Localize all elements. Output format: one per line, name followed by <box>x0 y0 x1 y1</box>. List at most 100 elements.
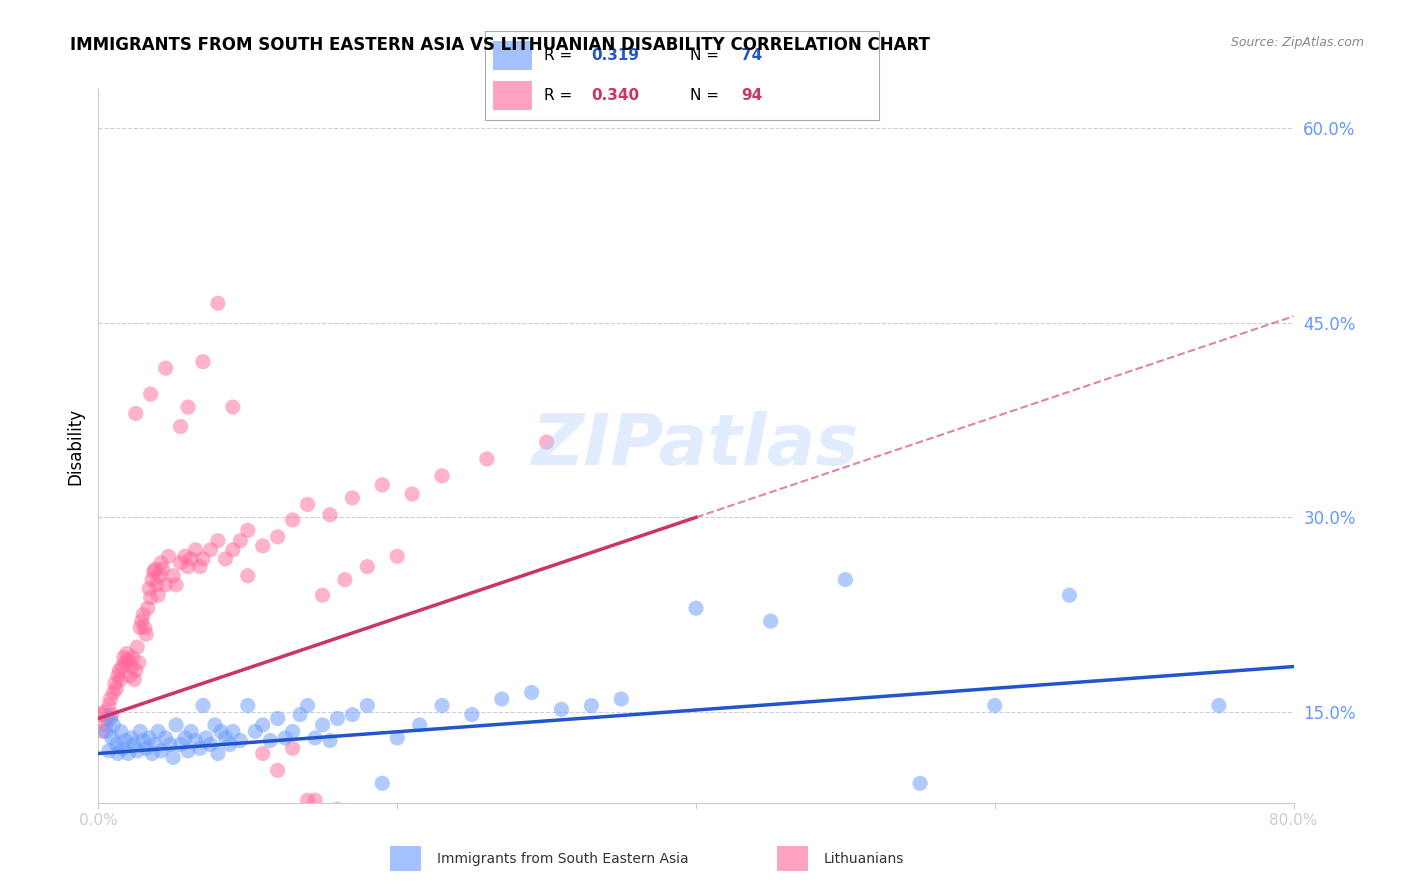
Y-axis label: Disability: Disability <box>66 408 84 484</box>
Point <box>536 435 558 450</box>
Point <box>207 747 229 761</box>
Point <box>100 711 122 725</box>
Point <box>408 718 430 732</box>
Point <box>274 731 297 745</box>
Point <box>252 747 274 761</box>
Point <box>209 724 232 739</box>
Point <box>207 533 229 548</box>
Point <box>114 733 136 747</box>
Point <box>461 707 484 722</box>
Point <box>385 731 409 745</box>
Point <box>101 731 124 745</box>
Point <box>401 487 423 501</box>
Point <box>165 718 187 732</box>
Point <box>259 733 281 747</box>
Text: Source: ZipAtlas.com: Source: ZipAtlas.com <box>1230 36 1364 49</box>
Point <box>252 539 274 553</box>
Bar <box>494 81 533 110</box>
Point <box>342 491 364 505</box>
Point <box>984 698 1007 713</box>
Point <box>267 711 290 725</box>
Point <box>281 741 304 756</box>
Bar <box>778 847 808 871</box>
Point <box>100 692 122 706</box>
Bar <box>391 847 422 871</box>
Point <box>200 542 222 557</box>
Point <box>219 738 242 752</box>
Point <box>326 802 349 816</box>
Point <box>834 573 856 587</box>
Point <box>141 573 163 587</box>
Point <box>188 741 211 756</box>
Point <box>311 718 333 732</box>
Point <box>97 698 120 713</box>
Point <box>135 627 157 641</box>
Point <box>150 556 173 570</box>
Point <box>236 698 259 713</box>
Point <box>118 668 141 682</box>
Point <box>252 718 274 732</box>
Point <box>134 621 156 635</box>
Point <box>169 738 191 752</box>
Point <box>169 556 191 570</box>
Point <box>174 731 197 745</box>
Point <box>222 400 245 414</box>
Point <box>1059 588 1081 602</box>
Point <box>148 588 170 602</box>
Point <box>121 650 143 665</box>
Text: R =: R = <box>544 48 572 62</box>
Point <box>149 568 172 582</box>
Point <box>430 468 453 483</box>
Text: R =: R = <box>544 88 572 103</box>
Point <box>475 452 498 467</box>
Point <box>110 724 132 739</box>
Point <box>132 733 155 747</box>
Point <box>143 562 166 576</box>
Point <box>195 731 218 745</box>
Point <box>90 707 112 722</box>
Point <box>114 656 136 670</box>
Point <box>326 806 349 821</box>
Point <box>128 656 150 670</box>
Point <box>191 698 214 713</box>
Point <box>430 698 453 713</box>
Point <box>139 591 162 605</box>
Point <box>103 685 125 699</box>
Point <box>138 582 160 596</box>
Point <box>125 407 148 421</box>
Point <box>245 724 267 739</box>
Point <box>131 614 153 628</box>
Point <box>108 664 131 678</box>
Point <box>120 731 142 745</box>
Point <box>1208 698 1230 713</box>
Point <box>288 707 311 722</box>
Point <box>112 650 135 665</box>
Point <box>491 692 513 706</box>
Point <box>297 698 319 713</box>
Point <box>174 549 197 564</box>
Point <box>385 824 409 838</box>
Point <box>214 731 236 745</box>
Point <box>129 724 152 739</box>
Point <box>184 542 207 557</box>
Point <box>159 738 181 752</box>
Point <box>93 705 115 719</box>
Point <box>297 793 319 807</box>
Point <box>105 738 128 752</box>
Point <box>139 387 162 401</box>
Point <box>297 497 319 511</box>
Point <box>117 653 139 667</box>
Point <box>180 724 202 739</box>
Text: 94: 94 <box>741 88 762 103</box>
Point <box>326 711 349 725</box>
Point <box>378 819 401 833</box>
Point <box>319 733 342 747</box>
Point <box>180 552 202 566</box>
Point <box>311 588 333 602</box>
Point <box>550 702 572 716</box>
Point <box>214 552 236 566</box>
Point <box>107 668 129 682</box>
Point <box>104 676 127 690</box>
Point <box>236 524 259 538</box>
Point <box>267 764 290 778</box>
